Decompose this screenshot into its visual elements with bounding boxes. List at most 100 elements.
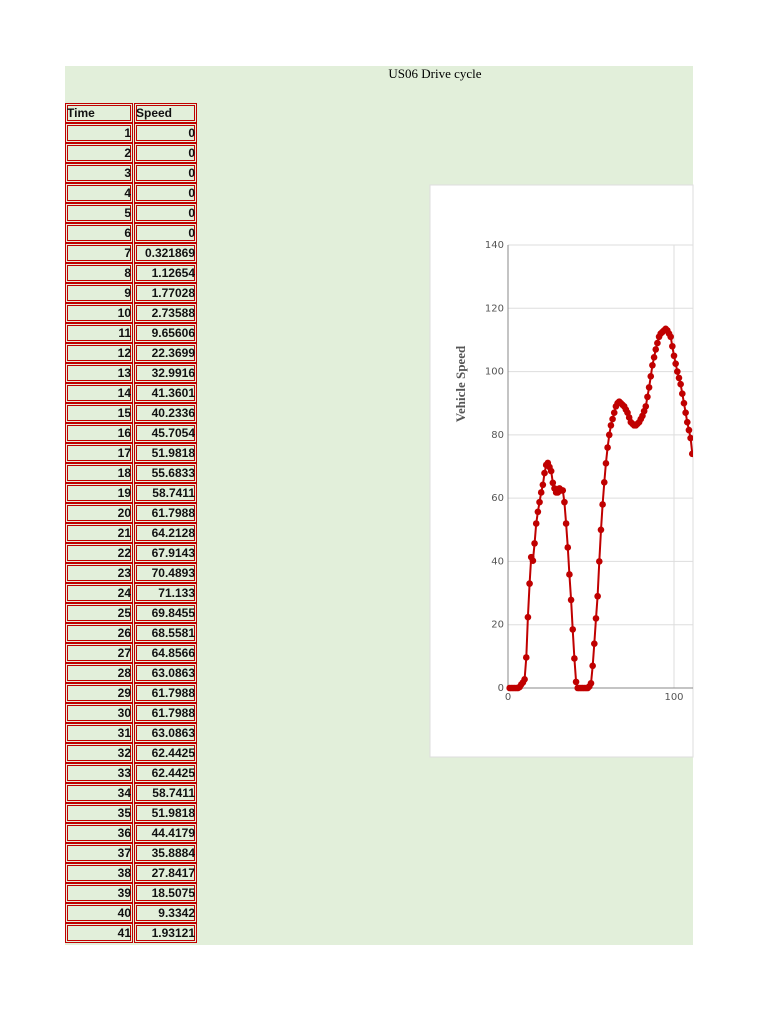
- cell-value: 67.9143: [152, 546, 196, 560]
- speed-point: [645, 384, 653, 391]
- cell-inner: [67, 225, 131, 241]
- cell-value: 6: [124, 226, 131, 240]
- cell-inner: [67, 145, 131, 161]
- cell-border: [65, 383, 133, 403]
- cell-inner: [136, 745, 195, 761]
- cell-value: 68.5581: [152, 626, 196, 640]
- cell-inner: [67, 365, 131, 381]
- cell-value: 1.93121: [152, 926, 196, 940]
- cell-border: [65, 883, 133, 903]
- speed-point: [675, 374, 683, 382]
- cell-border: [134, 863, 197, 883]
- cell-inner: [67, 165, 131, 181]
- speed-point: [677, 380, 684, 388]
- cell-value: 35: [118, 806, 132, 820]
- speed-point: [649, 361, 656, 369]
- speed-point: [667, 333, 674, 341]
- cell-border: [65, 803, 133, 823]
- speed-point: [669, 342, 676, 350]
- cell-border: [134, 503, 197, 523]
- cell-border: [134, 723, 197, 743]
- cell-value: 31: [118, 726, 132, 740]
- speed-point: [567, 596, 575, 604]
- cell-value: 55.6833: [152, 466, 196, 480]
- cell-value: 34: [118, 786, 132, 800]
- cell-value: 0: [188, 146, 195, 160]
- speed-point: [572, 678, 580, 686]
- cell-inner: [136, 685, 195, 701]
- cell-border: [65, 763, 133, 783]
- cell-inner: [67, 525, 131, 541]
- cell-border: [134, 663, 197, 683]
- cell-inner: [136, 185, 195, 201]
- speed-point: [680, 399, 688, 407]
- speed-point: [642, 403, 650, 410]
- cell-inner: [136, 585, 195, 601]
- cell-border: [134, 523, 197, 543]
- cell-border: [65, 483, 133, 503]
- cell-border: [65, 303, 133, 323]
- speed-point: [670, 352, 678, 360]
- speed-point: [654, 339, 661, 347]
- cell-value: 1.77028: [152, 286, 196, 300]
- cell-border: [134, 823, 197, 843]
- cell-inner: [67, 245, 131, 261]
- cell-inner: [136, 845, 195, 861]
- cell-border: [65, 643, 133, 663]
- cell-inner: [136, 465, 195, 481]
- cell-inner: [136, 225, 195, 241]
- cell-border: [65, 103, 133, 123]
- cell-border: [65, 563, 133, 583]
- cell-inner: [136, 245, 195, 261]
- cell-border: [65, 703, 133, 723]
- cell-inner: [136, 125, 195, 141]
- cell-value: 39: [118, 886, 132, 900]
- cell-inner: [136, 665, 195, 681]
- y-tick-label: 20: [491, 620, 504, 631]
- cell-value: 51.9818: [152, 446, 196, 460]
- cell-inner: [67, 565, 131, 581]
- cell-inner: [136, 905, 195, 921]
- cell-inner: [136, 165, 195, 181]
- cell-value: 25: [118, 606, 132, 620]
- cell-inner: [136, 705, 195, 721]
- cell-value: 64.8566: [152, 646, 196, 660]
- cell-value: 45.7054: [152, 426, 196, 440]
- cell-border: [134, 923, 197, 943]
- cell-inner: [67, 845, 131, 861]
- cell-inner: [67, 345, 131, 361]
- cell-value: 27: [118, 646, 132, 660]
- speed-point: [534, 508, 542, 516]
- cell-inner: [67, 465, 131, 481]
- cell-value: 0: [188, 186, 195, 200]
- cell-border: [65, 183, 133, 203]
- speed-point: [647, 373, 655, 380]
- cell-border: [134, 903, 197, 923]
- cell-inner: [67, 265, 131, 281]
- cell-inner: [136, 645, 195, 661]
- cell-value: 30: [118, 706, 132, 720]
- y-tick-label: 60: [491, 493, 504, 504]
- speed-point: [537, 489, 545, 496]
- cell-value: 44.4179: [152, 826, 196, 840]
- cell-value: 9.3342: [158, 906, 195, 920]
- cell-inner: [136, 545, 195, 561]
- speed-point: [683, 418, 691, 426]
- cell-inner: [136, 105, 195, 121]
- cell-value: 36: [118, 826, 132, 840]
- cell-value: 51.9818: [152, 806, 196, 820]
- cell-border: [65, 203, 133, 223]
- cell-value: 1.12654: [152, 266, 196, 280]
- cell-inner: [136, 145, 195, 161]
- cell-value: 40.2336: [152, 406, 196, 420]
- speed-point: [522, 654, 530, 661]
- cell-inner: [67, 765, 131, 781]
- cell-border: [65, 903, 133, 923]
- speed-point: [687, 434, 693, 442]
- cell-value: 20: [118, 506, 132, 520]
- speed-point: [602, 460, 610, 467]
- cell-inner: [136, 865, 195, 881]
- cell-inner: [67, 325, 131, 341]
- cell-value: 38: [118, 866, 132, 880]
- cell-inner: [67, 425, 131, 441]
